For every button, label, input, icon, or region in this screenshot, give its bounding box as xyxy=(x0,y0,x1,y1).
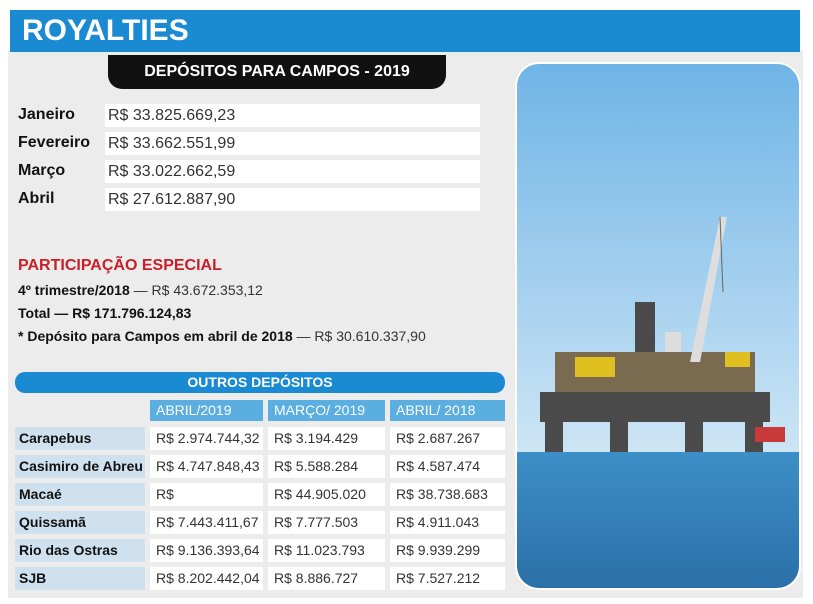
cell: R$ 7.443.411,67 xyxy=(150,511,263,534)
table-title: OUTROS DEPÓSITOS xyxy=(15,372,505,393)
special-value: — R$ 30.610.337,90 xyxy=(296,328,426,344)
cell: R$ 4.747.848,43 xyxy=(150,455,263,478)
row-label: Macaé xyxy=(15,483,145,506)
month-value: R$ 33.825.669,23 xyxy=(105,104,480,127)
column-header: MARÇO/ 2019 xyxy=(268,400,385,421)
column-header: ABRIL/ 2018 xyxy=(390,400,505,421)
month-label: Abril xyxy=(18,190,55,207)
special-line: Total — R$ 171.796.124,83 xyxy=(18,305,191,321)
row-label: Casimiro de Abreu xyxy=(15,455,145,478)
cell: R$ 41.071.358,19 xyxy=(150,483,263,525)
cell: R$ 9.939.299 xyxy=(390,539,505,562)
special-title: PARTICIPAÇÃO ESPECIAL xyxy=(18,257,222,274)
cell: R$ 4.911.043 xyxy=(390,511,505,534)
column-header: ABRIL/2019 xyxy=(150,400,263,421)
cell: R$ 2.974.744,32 xyxy=(150,427,263,450)
cell: R$ 8.886.727 xyxy=(268,567,385,590)
cell: R$ 2.687.267 xyxy=(390,427,505,450)
special-value: — R$ 43.672.353,12 xyxy=(133,282,263,298)
special-line: * Depósito para Campos em abril de 2018 … xyxy=(18,328,426,344)
subtitle: DEPÓSITOS PARA CAMPOS - 2019 xyxy=(108,55,446,89)
row-label: SJB xyxy=(15,567,145,590)
row-label: Rio das Ostras xyxy=(15,539,145,562)
row-label: Carapebus xyxy=(15,427,145,450)
month-label: Março xyxy=(18,162,66,179)
cell: R$ 9.136.393,64 xyxy=(150,539,263,562)
special-label: Total — R$ 171.796.124,83 xyxy=(18,305,192,321)
cell: R$ 5.588.284 xyxy=(268,455,385,478)
cell: R$ 7.527.212 xyxy=(390,567,505,590)
cell: R$ 44.905.020 xyxy=(268,483,385,506)
title: ROYALTIES xyxy=(10,10,800,52)
special-label: 4º trimestre/2018 xyxy=(18,282,130,298)
cell: R$ 3.194.429 xyxy=(268,427,385,450)
month-label: Fevereiro xyxy=(18,134,91,151)
photo xyxy=(515,62,801,590)
cell: R$ 8.202.442,04 xyxy=(150,567,263,590)
month-label: Janeiro xyxy=(18,106,75,123)
cell: R$ 11.023.793 xyxy=(268,539,385,562)
cell: R$ 38.738.683 xyxy=(390,483,505,506)
month-value: R$ 27.612.887,90 xyxy=(105,188,480,211)
row-label: Quissamã xyxy=(15,511,145,534)
special-line: 4º trimestre/2018 — R$ 43.672.353,12 xyxy=(18,282,263,298)
month-value: R$ 33.022.662,59 xyxy=(105,160,480,183)
cell: R$ 7.777.503 xyxy=(268,511,385,534)
cell: R$ 4.587.474 xyxy=(390,455,505,478)
month-value: R$ 33.662.551,99 xyxy=(105,132,480,155)
special-label: * Depósito para Campos em abril de 2018 xyxy=(18,328,293,344)
